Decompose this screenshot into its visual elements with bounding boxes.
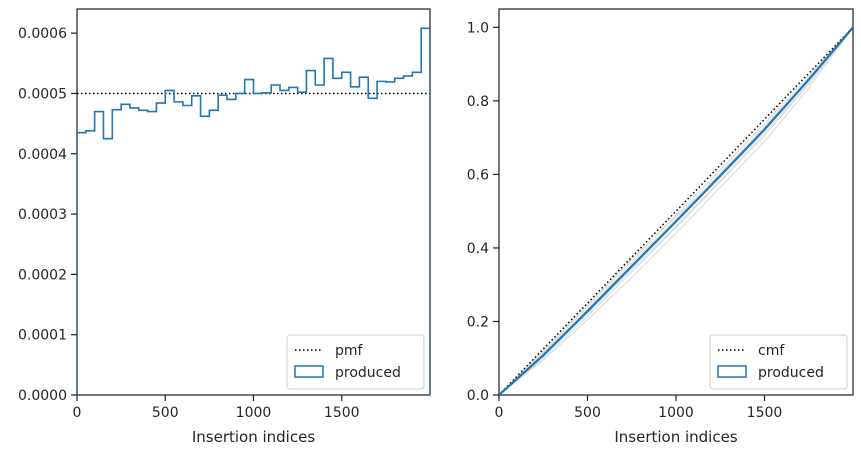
produced-cdf-line [499,26,853,395]
plot-area [499,26,853,395]
y-tick-label: 0.0003 [18,207,67,223]
y-tick-label: 0.8 [467,94,489,110]
legend-produced-label: produced [758,365,824,381]
legend: cmf produced [709,334,848,390]
x-tick-label: 500 [152,405,179,421]
produced-histogram-step [77,27,430,395]
right-chart-panel: 0 500 1000 1500 0.0 0.2 0.4 0.6 0.8 1.0 Insertion … [467,8,854,446]
y-tick-label: 1.0 [467,20,489,36]
legend: pmf produced [286,334,425,390]
legend-produced-swatch [294,365,324,378]
x-tick-label: 1000 [658,405,694,421]
legend-produced-label: produced [335,365,401,381]
y-tick-label: 0.0 [467,388,489,404]
legend-produced-swatch [717,365,747,378]
x-tick-label: 1000 [236,405,272,421]
y-tick-label: 0.0000 [18,388,67,404]
background-cdf-line [499,27,853,395]
x-tick-label: 0 [73,405,82,421]
legend-reference-label: pmf [335,343,364,359]
background-cdf-line [499,27,853,395]
y-tick-label: 0.0001 [18,328,67,344]
left-chart-panel: 0 500 1000 1500 0.0000 0.0001 0.0002 0.0003 0.00… [18,8,431,446]
x-axis-label: Insertion indices [192,428,315,446]
x-tick-label: 1500 [324,405,360,421]
cmf-reference-line [499,26,853,395]
x-tick-label: 1500 [747,405,783,421]
x-tick-label: 0 [495,405,504,421]
y-tick-label: 0.4 [467,241,489,257]
plot-area [77,27,430,395]
y-tick-label: 0.0002 [18,267,67,283]
y-tick-label: 0.6 [467,167,489,183]
background-cdf-line [499,27,853,395]
legend-box [709,334,848,390]
y-tick-label: 0.0004 [18,147,67,163]
y-tick-label: 0.2 [467,314,489,330]
legend-reference-label: cmf [758,343,785,359]
legend-box [286,334,425,390]
y-tick-label: 0.0006 [18,26,67,42]
x-axis-label: Insertion indices [614,428,737,446]
y-tick-label: 0.0005 [18,86,67,102]
x-tick-label: 500 [574,405,601,421]
